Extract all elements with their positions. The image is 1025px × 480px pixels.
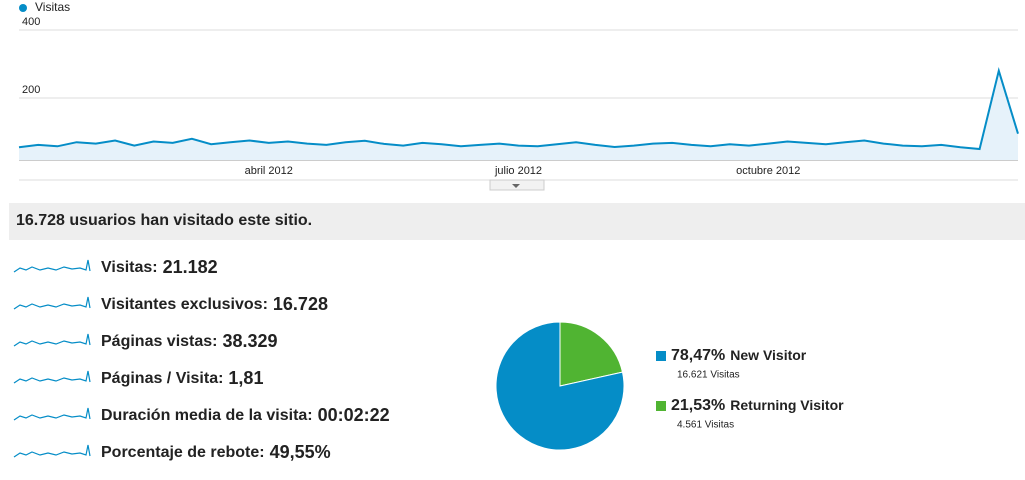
- line: [18, 67, 1019, 151]
- sparkline: [13, 333, 91, 347]
- legend-swatch: [656, 351, 666, 361]
- metric: Visitantes exclusivos: 16.728: [101, 294, 328, 314]
- metric: Páginas / Visita: 1,81: [101, 368, 263, 388]
- metric: Páginas vistas: 38.329: [101, 331, 278, 351]
- metric-value: 16.728: [273, 294, 328, 314]
- x-tick-label: abril 2012: [245, 165, 293, 177]
- legend-swatch: [656, 401, 666, 411]
- metric-value: 21.182: [163, 257, 218, 277]
- metric-value: 00:02:22: [318, 405, 390, 425]
- sparkline: [13, 407, 91, 421]
- legend-percent: 21,53%: [671, 397, 725, 414]
- x-tick-label: julio 2012: [494, 165, 542, 177]
- y-tick-label: 400: [22, 16, 40, 28]
- summary-text: 16.728 usuarios han visitado este sitio.: [16, 212, 312, 229]
- legend-label: Visitas: [35, 0, 70, 14]
- metric-value: 49,55%: [270, 442, 331, 462]
- legend-dot: [19, 4, 27, 12]
- legend-entry: 21,53% Returning Visitor: [671, 397, 844, 415]
- legend-percent: 78,47%: [671, 347, 725, 364]
- pie-chart: 78,47% New Visitor 16.621 Visitas 21,53% Ret…: [495, 321, 844, 451]
- pie-slice: [495, 321, 625, 451]
- sparkline: [13, 296, 91, 310]
- metric-label: Páginas / Visita:: [101, 370, 223, 387]
- metric-label: Páginas vistas:: [101, 333, 218, 350]
- metric: Porcentaje de rebote: 49,55%: [101, 442, 331, 462]
- sparkline: [13, 259, 91, 273]
- metrics: Visitas: 21.182 Visitantes exclusivos: 16.7…: [13, 257, 390, 462]
- metric-label: Duración media de la visita:: [101, 407, 313, 424]
- legend-entry: 78,47% New Visitor: [671, 347, 807, 365]
- legend-name: Returning Visitor: [730, 397, 844, 413]
- expand-arrow: [512, 184, 520, 188]
- y-tick-label: 200: [22, 84, 40, 96]
- metric-label: Visitantes exclusivos:: [101, 296, 268, 313]
- sparkline: [13, 444, 91, 458]
- metric-value: 38.329: [223, 331, 278, 351]
- metric: Duración media de la visita: 00:02:22: [101, 405, 390, 425]
- metric: Visitas: 21.182: [101, 257, 218, 277]
- legend-name: New Visitor: [730, 347, 807, 363]
- area: [19, 70, 1018, 160]
- metric-label: Porcentaje de rebote:: [101, 444, 265, 461]
- legend-detail: 16.621 Visitas: [677, 370, 740, 381]
- legend-detail: 4.561 Visitas: [677, 420, 734, 431]
- sparkline: [13, 370, 91, 384]
- x-tick-label: octubre 2012: [736, 165, 800, 177]
- metric-label: Visitas:: [101, 259, 158, 276]
- pie-slice: [559, 321, 624, 387]
- summary-bar: [9, 203, 1025, 240]
- metric-value: 1,81: [228, 368, 263, 388]
